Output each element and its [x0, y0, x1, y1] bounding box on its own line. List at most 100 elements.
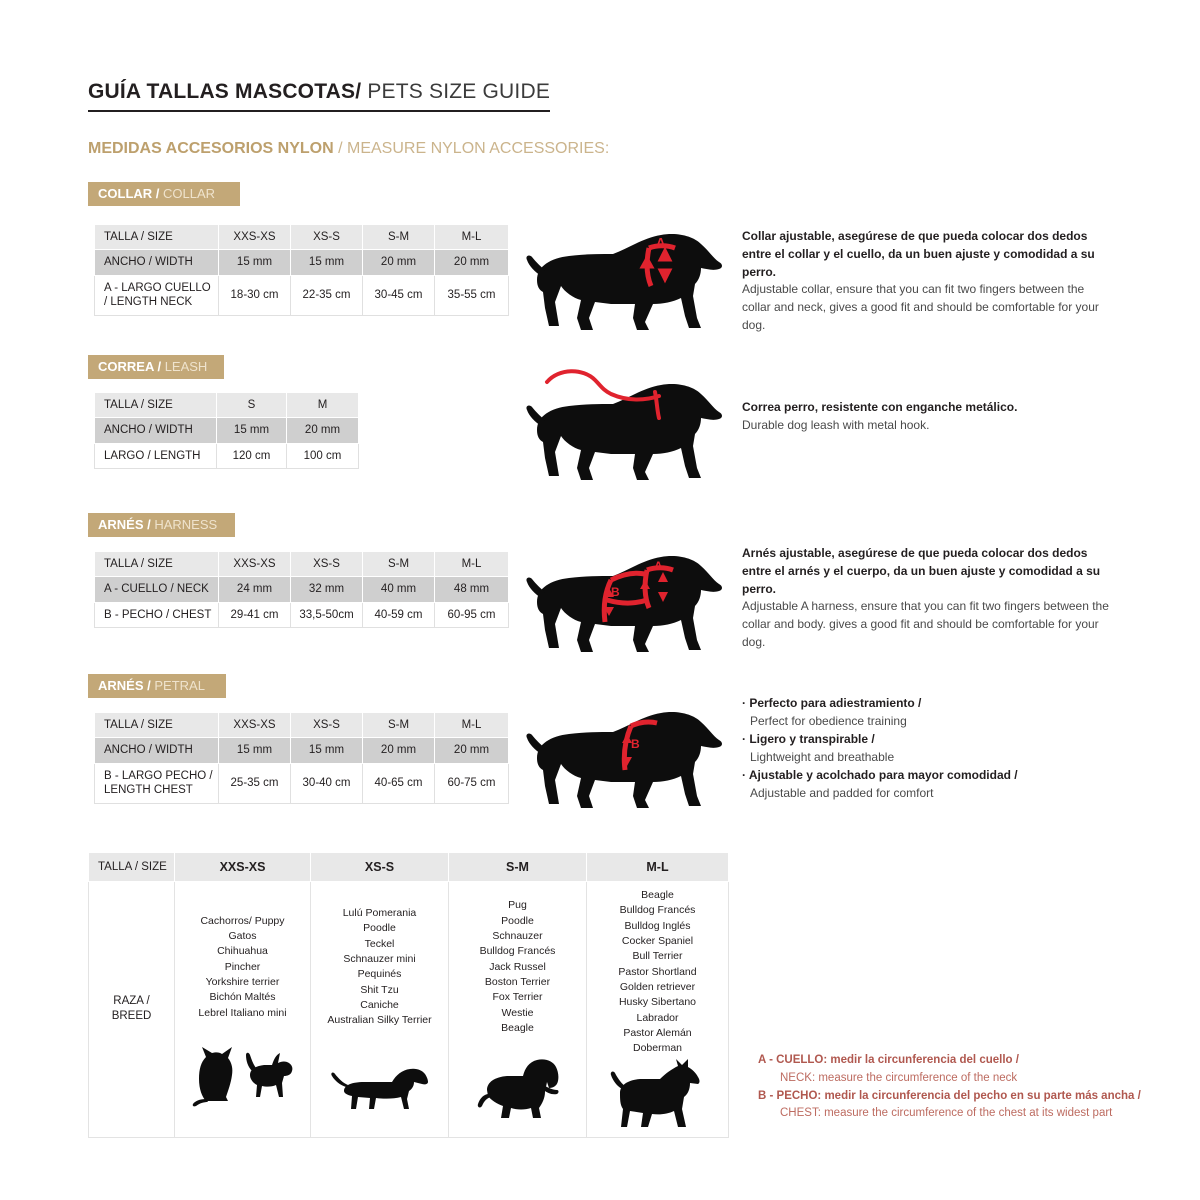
list-item: Bulldog Francés — [619, 904, 696, 917]
list-item: Westie — [501, 1006, 534, 1019]
banner-collar-en: COLLAR — [159, 186, 216, 201]
list-item: · Perfecto para adiestramiento / Perfect… — [742, 694, 1122, 730]
col-header-size: TALLA / SIZE — [94, 550, 219, 578]
list-item: Shit Tzu — [360, 983, 399, 996]
cell-chest-xxs-xs: 29-41 cm — [218, 601, 291, 629]
col-header-xxs-xs: XXS-XS — [218, 223, 291, 251]
cell-width-xs-s: 15 mm — [290, 249, 363, 276]
description-harness: Arnés ajustable, asegúrese de que pueda … — [742, 545, 1112, 652]
cell-chest-xs-s: 33,5-50cm — [290, 601, 363, 629]
note-neck-es: A - CUELLO: medir la circunferencia del … — [758, 1054, 1019, 1066]
list-item: Pastor Alemán — [623, 1026, 692, 1039]
table-row: ANCHO / WIDTH 15 mm 15 mm 20 mm 20 mm — [94, 249, 509, 276]
breed-names-m-l: Beagle Bulldog Francés Bulldog Inglés Co… — [589, 888, 726, 1057]
col-header-xxs-xs: XXS-XS — [218, 711, 291, 739]
breed-names-s-m: Pug Poodle Schnauzer Bulldog Francés Jac… — [451, 898, 584, 1036]
col-header-m-l: M-L — [434, 550, 509, 578]
banner-harness-es: ARNÉS / — [98, 517, 151, 532]
cell-neck-xxs-xs: 24 mm — [218, 576, 291, 603]
table-row: ANCHO / WIDTH 15 mm 20 mm — [94, 417, 359, 444]
cell-neck-xxs-xs: 18-30 cm — [218, 274, 291, 316]
table-row: RAZA / BREED Cachorros/ Puppy Gatos Chih… — [88, 881, 729, 1138]
table-breed: TALLA / SIZE XXS-XS XS-S S-M M-L RAZA / … — [88, 852, 729, 1138]
list-item: Pastor Shortland — [618, 965, 697, 978]
row-label-length-neck: A - LARGO CUELLO / LENGTH NECK — [94, 274, 219, 316]
cell-neck-s-m: 40 mm — [362, 576, 435, 603]
row-label-width: ANCHO / WIDTH — [94, 417, 217, 444]
row-label-neck: A - CUELLO / NECK — [94, 576, 219, 603]
cell-chest-s-m: 40-59 cm — [362, 601, 435, 629]
banner-harness-en: HARNESS — [150, 517, 218, 532]
list-item: · Ligero y transpirable / Lightweight an… — [742, 730, 1122, 766]
description-leash-es: Correa perro, resistente con enganche me… — [742, 400, 1018, 414]
cell-neck-xs-s: 32 mm — [290, 576, 363, 603]
list-item: Teckel — [364, 937, 395, 950]
banner-collar-es: COLLAR / — [98, 186, 160, 201]
table-leash: TALLA / SIZE S M ANCHO / WIDTH 15 mm 20 … — [94, 391, 359, 470]
table-row: TALLA / SIZE XXS-XS XS-S S-M M-L — [88, 852, 729, 882]
section-banner-collar: COLLAR / COLLAR — [88, 182, 240, 206]
table-row: LARGO / LENGTH 120 cm 100 cm — [94, 442, 359, 470]
list-item: Jack Russel — [489, 960, 546, 973]
cell-chest-xxs-xs: 25-35 cm — [218, 762, 291, 804]
row-label-breed-line1: RAZA / — [113, 994, 150, 1007]
feature-en: Adjustable and padded for comfort — [750, 786, 934, 800]
list-item: Schnauzer mini — [343, 952, 416, 965]
row-label-length: LARGO / LENGTH — [94, 442, 217, 470]
list-item: Fox Terrier — [492, 991, 543, 1004]
measurement-notes: A - CUELLO: medir la circunferencia del … — [758, 1052, 1158, 1123]
silhouette-group-s-m — [451, 1036, 584, 1126]
list-item: Poodle — [501, 914, 534, 927]
row-label-length-chest: B - LARGO PECHO / LENGTH CHEST — [94, 762, 219, 804]
list-item: · Ajustable y acolchado para mayor comod… — [742, 766, 1122, 802]
list-item: Doberman — [632, 1042, 683, 1055]
note-chest: B - PECHO: medir la circunferencia del p… — [758, 1088, 1158, 1124]
list-item: Caniche — [360, 998, 399, 1011]
list-item: Bichón Maltés — [209, 991, 276, 1004]
list-item: Labrador — [636, 1011, 679, 1024]
section-banner-harness: ARNÉS / HARNESS — [88, 513, 235, 537]
col-header-s: S — [216, 391, 287, 419]
dachshund-icon — [330, 1068, 428, 1109]
table-petral: TALLA / SIZE XXS-XS XS-S S-M M-L ANCHO /… — [94, 711, 509, 804]
marker-neck-label: A — [654, 559, 663, 573]
list-item: Bulldog Inglés — [624, 919, 691, 932]
col-header-s-m: S-M — [362, 711, 435, 739]
feature-list-petral: · Perfecto para adiestramiento / Perfect… — [742, 694, 1122, 802]
description-collar-es: Collar ajustable, asegúrese de que pueda… — [742, 229, 1095, 279]
breed-cell-m-l: Beagle Bulldog Francés Bulldog Inglés Co… — [586, 881, 729, 1138]
table-collar: TALLA / SIZE XXS-XS XS-S S-M M-L ANCHO /… — [94, 223, 509, 316]
col-header-s-m: S-M — [448, 852, 587, 882]
col-header-xxs-xs: XXS-XS — [174, 852, 311, 882]
note-chest-es: B - PECHO: medir la circunferencia del p… — [758, 1089, 1141, 1102]
note-neck-en: NECK: measure the circumference of the n… — [780, 1071, 1018, 1084]
feature-en: Lightweight and breathable — [750, 750, 895, 764]
list-item: Husky Sibertano — [618, 996, 697, 1009]
section-banner-leash: CORREA / LEASH — [88, 355, 224, 379]
col-header-xxs-xs: XXS-XS — [218, 550, 291, 578]
cell-chest-m-l: 60-95 cm — [434, 601, 509, 629]
col-header-size: TALLA / SIZE — [88, 852, 175, 882]
cell-chest-s-m: 40-65 cm — [362, 762, 435, 804]
cell-width-m-l: 20 mm — [434, 249, 509, 276]
list-item: Chihuahua — [217, 945, 268, 958]
banner-leash-es: CORREA / — [98, 359, 162, 374]
description-collar-en: Adjustable collar, ensure that you can f… — [742, 282, 1099, 332]
col-header-m-l: M-L — [434, 223, 509, 251]
col-header-size: TALLA / SIZE — [94, 711, 219, 739]
breed-cell-xs-s: Lulú Pomerania Poodle Teckel Schnauzer m… — [310, 881, 449, 1138]
list-item: Schnauzer — [492, 929, 543, 942]
silhouette-group-xxs-xs — [177, 1021, 308, 1111]
col-header-m: M — [286, 391, 359, 419]
cell-length-s: 120 cm — [216, 442, 287, 470]
list-item: Cocker Spaniel — [621, 934, 694, 947]
cell-chest-m-l: 60-75 cm — [434, 762, 509, 804]
feature-es: · Perfecto para adiestramiento / — [742, 696, 922, 710]
table-row: TALLA / SIZE XXS-XS XS-S S-M M-L — [94, 550, 509, 578]
table-row: B - PECHO / CHEST 29-41 cm 33,5-50cm 40-… — [94, 601, 509, 629]
list-item: Lulú Pomerania — [342, 906, 417, 919]
marker-neck-label: A — [656, 235, 666, 250]
cell-width-s-m: 20 mm — [362, 737, 435, 764]
cell-chest-xs-s: 30-40 cm — [290, 762, 363, 804]
list-item: Pincher — [224, 960, 261, 973]
